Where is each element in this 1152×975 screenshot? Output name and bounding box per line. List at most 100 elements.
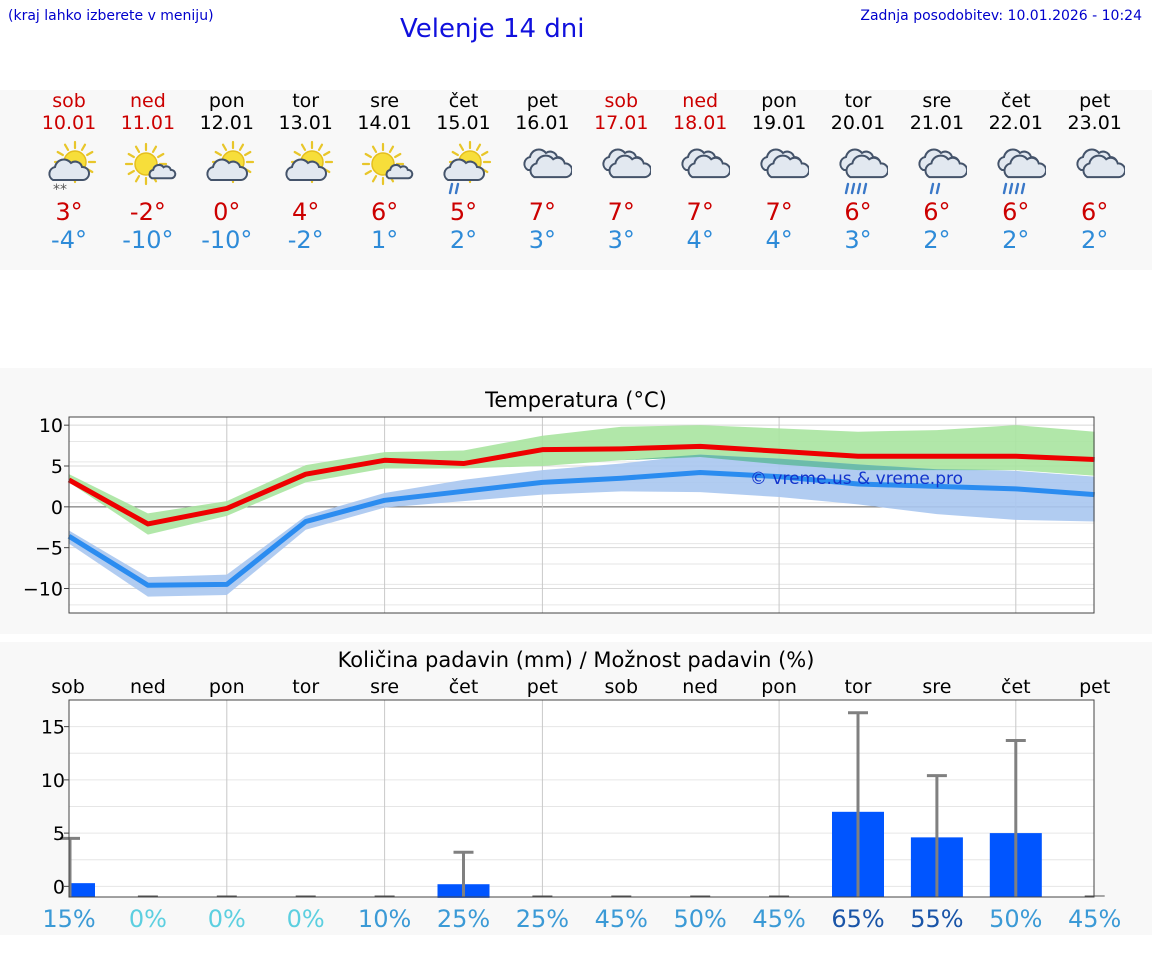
day-date: 14.01 (357, 112, 412, 134)
day-date: 22.01 (988, 112, 1043, 134)
day-name: sre (922, 90, 952, 112)
max-temp: -2° (129, 198, 166, 226)
precip-category-label: sre (370, 676, 399, 698)
temperature-ytick-label: 0 (51, 497, 63, 519)
precip-probability-label: 0% (129, 905, 167, 933)
max-temp: 5° (449, 198, 478, 226)
max-temp: 7° (607, 198, 635, 226)
day-date: 10.01 (41, 112, 97, 134)
precip-category-label: pet (1079, 676, 1110, 698)
temperature-ytick-label: 5 (51, 456, 63, 478)
temperature-plot-frame (68, 416, 1095, 614)
day-column: pon 19.01 7° 4° (740, 90, 818, 254)
sun-small-cloud-icon (361, 142, 413, 186)
location-hint: (kraj lahko izberete v meniju) (8, 8, 214, 24)
precip-category-label: tor (845, 676, 872, 698)
day-date: 11.01 (120, 112, 176, 134)
day-name: pet (1079, 90, 1111, 112)
precip-category-label: tor (292, 676, 319, 698)
max-temp: 6° (1081, 198, 1109, 226)
day-date: 19.01 (751, 112, 807, 134)
svg-text:**: ** (53, 182, 67, 196)
cloudy-icon (602, 148, 652, 179)
temperature-ytick-label: −10 (23, 579, 63, 601)
day-name: tor (844, 90, 872, 112)
day-date: 18.01 (672, 112, 728, 134)
precip-probability-label: 55% (910, 905, 963, 933)
max-temp: 4° (292, 198, 320, 226)
precip-ytick-label: 5 (53, 823, 65, 845)
day-column: pet 23.01 6° 2° (1056, 90, 1134, 254)
precip-probability-label: 50% (989, 905, 1042, 933)
precip-probability-label: 50% (674, 905, 727, 933)
precip-plot-frame (68, 699, 1095, 898)
max-temp: 6° (370, 198, 399, 226)
temperature-ytick-label: 10 (39, 415, 63, 437)
day-name: sob (52, 90, 86, 112)
precip-category-label: pon (209, 676, 245, 698)
precip-probability-label: 65% (831, 905, 884, 933)
min-temp: 3° (528, 226, 557, 254)
day-column: ned 18.01 7° 4° (661, 90, 739, 254)
precip-category-label: ned (682, 676, 718, 698)
temperature-ytick-label: −5 (35, 538, 63, 560)
day-column: pet 16.01 7° 3° (503, 90, 581, 254)
max-temp: 6° (1002, 198, 1030, 226)
cloudy-rain-icon (918, 148, 967, 195)
day-name: sre (370, 90, 400, 112)
precip-category-label: ned (130, 676, 166, 698)
precip-category-label: sob (605, 676, 639, 698)
precip-category-label: sob (51, 676, 85, 698)
day-date: 23.01 (1067, 112, 1122, 134)
min-temp: 1° (370, 226, 399, 254)
precip-ytick-label: 15 (41, 717, 65, 739)
min-temp-range-band (69, 454, 1095, 597)
cloudy-heavy-rain-icon (839, 148, 888, 195)
min-temp: 4° (765, 226, 793, 254)
precip-category-label: čet (1001, 676, 1031, 698)
max-temp: 6° (923, 198, 951, 226)
precipitation-chart-title: Količina padavin (mm) / Možnost padavin … (337, 648, 815, 672)
day-date: 13.01 (278, 112, 333, 134)
forecast-strip: sob 10.01 ** 3° -4° ned 11.01 -2° -10° pon 12.01 0°… (0, 90, 1152, 270)
cloudy-icon (1076, 148, 1125, 179)
min-temp: 4° (686, 226, 714, 254)
day-date: 21.01 (909, 112, 965, 134)
watermark: © vreme.us & vreme.pro (750, 469, 963, 489)
day-column: tor 20.01 6° 3° (819, 90, 897, 254)
partly-cloudy-icon (285, 140, 333, 184)
precip-probability-label: 45% (595, 905, 648, 933)
min-temp: 3° (607, 226, 635, 254)
day-column: sob 17.01 7° 3° (582, 90, 660, 254)
partly-cloudy-snow-icon: ** (48, 140, 97, 196)
max-temp: 6° (844, 198, 872, 226)
min-temp: 3° (844, 226, 872, 254)
precip-probability-label: 45% (1068, 905, 1121, 933)
cloudy-icon (523, 148, 573, 179)
page-title: Velenje 14 dni (400, 14, 585, 44)
partly-cloudy-icon (206, 140, 254, 184)
last-updated: Zadnja posodobitev: 10.01.2026 - 10:24 (860, 8, 1142, 24)
day-date: 17.01 (594, 112, 649, 134)
partly-cloudy-rain-icon (442, 140, 491, 195)
day-column: sob 10.01 ** 3° -4° (30, 90, 108, 254)
cloudy-heavy-rain-icon (997, 148, 1046, 195)
day-name: pet (526, 90, 558, 112)
day-column: sre 14.01 6° 1° (346, 90, 424, 254)
max-temp: 7° (686, 198, 714, 226)
min-temp-line (67, 470, 1095, 588)
min-temp: 2° (449, 226, 478, 254)
day-date: 12.01 (199, 112, 254, 134)
cloudy-icon (681, 148, 731, 179)
max-temp: 0° (213, 198, 241, 226)
min-temp: -2° (287, 226, 324, 254)
precip-category-label: pon (761, 676, 797, 698)
day-name: čet (1001, 90, 1031, 112)
precip-ytick-label: 0 (53, 876, 65, 898)
day-name: pon (761, 90, 797, 112)
day-column: čet 15.01 5° 2° (425, 90, 503, 254)
min-temp: 2° (923, 226, 951, 254)
day-column: tor 13.01 4° -2° (267, 90, 345, 254)
precip-probability-label: 0% (287, 905, 325, 933)
